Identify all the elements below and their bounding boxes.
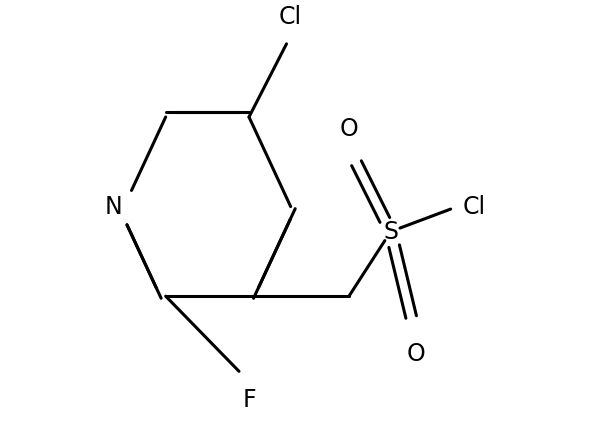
Text: Cl: Cl xyxy=(462,195,486,219)
Text: O: O xyxy=(406,343,425,366)
Text: N: N xyxy=(105,195,123,219)
Text: S: S xyxy=(383,219,398,244)
Text: O: O xyxy=(340,118,358,141)
Text: F: F xyxy=(242,389,256,412)
Text: Cl: Cl xyxy=(279,5,302,29)
